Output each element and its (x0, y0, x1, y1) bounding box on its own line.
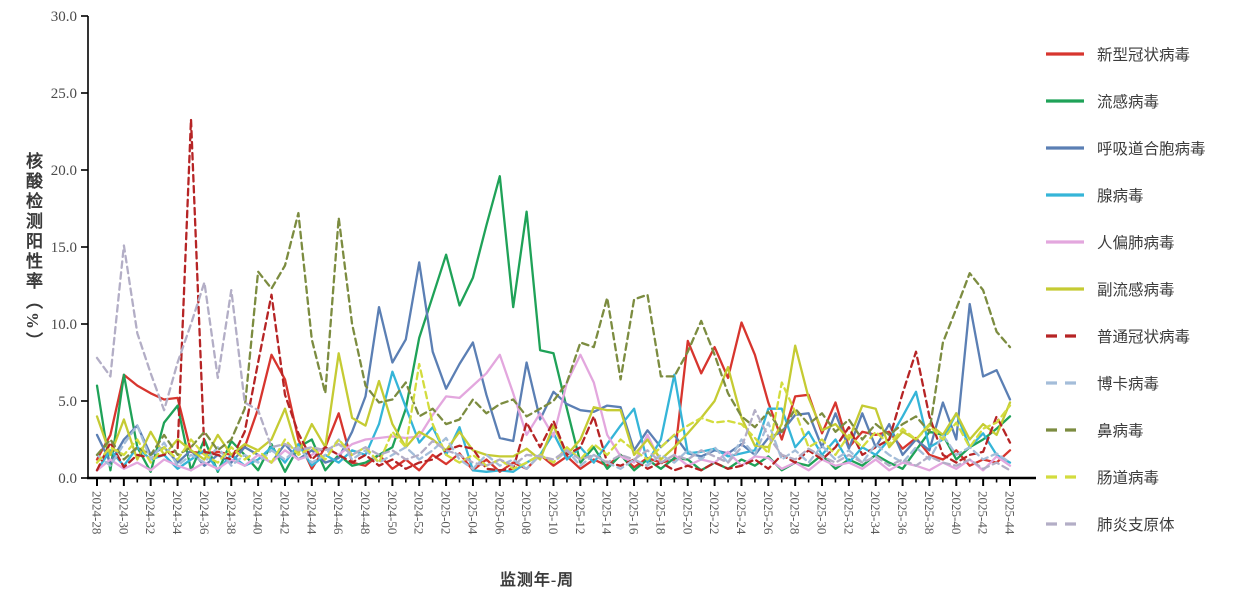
y-tick-label: 30.0 (51, 9, 77, 25)
legend-swatch-line (1046, 240, 1084, 244)
legend: 新型冠状病毒 流感病毒呼吸道合胞病毒 腺病毒人偏肺病毒副流感病毒普通冠状病毒 博卡病毒… (1046, 44, 1206, 561)
x-tick-label: 2024-34 (170, 491, 185, 535)
legend-swatch-line (1046, 334, 1084, 338)
legend-swatch-line (1046, 381, 1084, 385)
legend-item-流感病毒: 流感病毒 (1046, 91, 1206, 111)
series-line-流感病毒 (95, 175, 1012, 473)
x-tick-label: 2025-22 (707, 491, 722, 534)
legend-swatch-line (1046, 52, 1084, 56)
legend-item-呼吸道合胞病毒: 呼吸道合胞病毒 (1046, 138, 1206, 158)
x-tick-label: 2025-14 (600, 491, 615, 535)
x-tick-label: 2024-44 (304, 491, 319, 535)
legend-swatch-line (1046, 287, 1084, 291)
x-tick-label: 2025-24 (734, 491, 749, 535)
y-axis-title: 核酸检测阳性率（%） (23, 152, 42, 352)
legend-label: 博卡病毒 (1097, 376, 1160, 393)
legend-item-博卡病毒: 博卡病毒 (1046, 373, 1206, 393)
y-tick-label: 25.0 (51, 86, 77, 102)
x-tick-label: 2024-42 (277, 491, 292, 534)
x-tick-label: 2024-40 (251, 491, 266, 534)
x-axis-title: 监测年-周 (499, 572, 575, 589)
legend-swatch-line (1046, 146, 1084, 150)
x-tick-label: 2024-30 (116, 491, 131, 534)
legend-label: 副流感病毒 (1097, 282, 1175, 299)
legend-item-新型冠状病毒: 新型冠状病毒 (1046, 44, 1206, 64)
y-tick-label: 5.0 (58, 394, 77, 410)
x-tick-label: 2025-18 (653, 491, 668, 534)
x-tick-label: 2025-06 (492, 491, 507, 535)
series-line-普通冠状病毒 (95, 118, 1012, 472)
x-tick-label: 2024-52 (412, 491, 427, 534)
legend-label: 新型冠状病毒 (1097, 47, 1191, 64)
x-tick-label: 2025-44 (1003, 491, 1018, 535)
legend-swatch-line (1046, 428, 1084, 432)
legend-item-人偏肺病毒: 人偏肺病毒 (1046, 232, 1206, 252)
x-tick-label: 2024-50 (385, 491, 400, 534)
series-line-肺炎支原体 (95, 244, 1012, 472)
legend-item-腺病毒: 腺病毒 (1046, 185, 1206, 205)
legend-swatch-line (1046, 193, 1084, 197)
x-tick-label: 2025-40 (949, 491, 964, 534)
x-tick-label: 2025-04 (465, 491, 480, 535)
legend-swatch-line (1046, 99, 1084, 103)
legend-item-肺炎支原体: 肺炎支原体 (1046, 514, 1206, 534)
legend-label: 肺炎支原体 (1097, 517, 1175, 534)
x-tick-label: 2024-48 (358, 491, 373, 534)
series-line-呼吸道合胞病毒 (95, 261, 1012, 467)
series-line-鼻病毒 (95, 211, 1012, 461)
legend-item-肠道病毒: 肠道病毒 (1046, 467, 1206, 487)
y-tick-label: 10.0 (51, 317, 77, 333)
series-line-人偏肺病毒 (95, 353, 1012, 472)
legend-item-鼻病毒: 鼻病毒 (1046, 420, 1206, 440)
x-tick-label: 2025-10 (546, 491, 561, 534)
legend-label: 普通冠状病毒 (1097, 329, 1191, 346)
legend-label: 流感病毒 (1097, 94, 1160, 111)
series-line-肠道病毒 (95, 362, 1012, 470)
x-tick-label: 2024-46 (331, 491, 346, 535)
x-tick-label: 2025-20 (680, 491, 695, 534)
x-tick-label: 2025-34 (868, 491, 883, 535)
series-line-新型冠状病毒 (95, 321, 1012, 473)
legend-label: 肠道病毒 (1097, 470, 1160, 487)
x-tick-label: 2025-32 (841, 491, 856, 534)
x-tick-label: 2025-28 (788, 491, 803, 534)
x-tick-label: 2025-36 (895, 491, 910, 535)
x-tick-label: 2025-26 (761, 491, 776, 535)
legend-swatch-line (1046, 522, 1084, 526)
x-tick-label: 2025-12 (573, 491, 588, 534)
x-tick-label: 2024-36 (197, 491, 212, 535)
y-tick-label: 15.0 (51, 240, 77, 256)
legend-label: 鼻病毒 (1097, 423, 1144, 440)
legend-swatch-line (1046, 475, 1084, 479)
legend-item-普通冠状病毒: 普通冠状病毒 (1046, 326, 1206, 346)
x-tick-label: 2025-42 (976, 491, 991, 534)
x-tick-label: 2024-32 (143, 491, 158, 534)
x-tick-label: 2024-28 (90, 491, 105, 534)
x-tick-label: 2025-30 (815, 491, 830, 534)
x-tick-label: 2025-38 (922, 491, 937, 534)
x-tick-label: 2025-08 (519, 491, 534, 534)
series-line-副流感病毒 (95, 344, 1012, 461)
x-tick-label: 2024-38 (224, 491, 239, 534)
x-tick-label: 2025-16 (627, 491, 642, 535)
legend-item-副流感病毒: 副流感病毒 (1046, 279, 1206, 299)
legend-label: 人偏肺病毒 (1097, 235, 1175, 252)
legend-label: 腺病毒 (1097, 188, 1144, 205)
legend-label: 呼吸道合胞病毒 (1097, 141, 1206, 158)
x-tick-label: 2025-02 (439, 491, 454, 534)
y-tick-label: 20.0 (51, 163, 77, 179)
y-tick-label: 0.0 (58, 471, 77, 487)
